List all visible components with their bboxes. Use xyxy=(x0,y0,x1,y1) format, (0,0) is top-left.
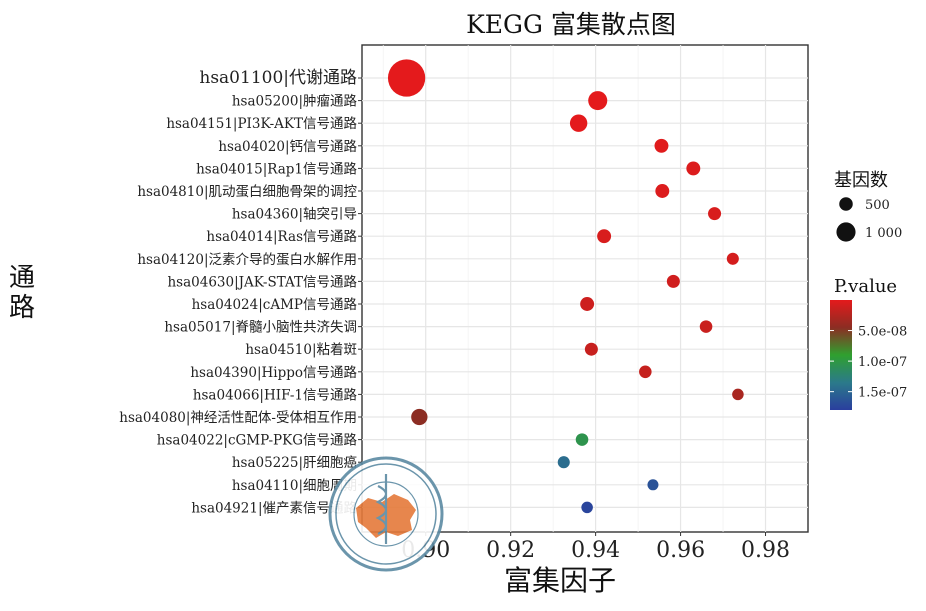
size-legend-label: 500 xyxy=(865,198,890,213)
y-tick-label: hsa04020|钙信号通路 xyxy=(218,139,357,155)
data-points xyxy=(387,59,744,514)
x-tick-labels: 0.900.920.940.960.98 xyxy=(401,532,790,563)
size-legend-title: 基因数 xyxy=(834,170,888,191)
data-point xyxy=(588,91,608,111)
y-tick-label: hsa05225|肝细胞癌 xyxy=(232,455,357,471)
y-tick-label: hsa04151|PI3K-AKT信号通路 xyxy=(166,116,357,132)
data-point xyxy=(584,342,598,356)
x-tick-label: 0.98 xyxy=(741,538,790,563)
data-point xyxy=(580,297,595,311)
data-point xyxy=(575,433,589,446)
x-axis-label: 富集因子 xyxy=(504,564,616,597)
data-point xyxy=(726,252,739,265)
y-tick-label: hsa04510|粘着斑 xyxy=(245,341,357,358)
size-legend-label: 1 000 xyxy=(865,226,902,241)
y-tick-label: hsa05017|脊髓小脑性共济失调 xyxy=(164,320,357,336)
y-tick-label: hsa04921|催产素信号通路 xyxy=(191,500,357,516)
data-point xyxy=(686,161,701,176)
x-tick-label: 0.96 xyxy=(656,538,705,563)
size-legend: 基因数 500 1 000 xyxy=(834,170,902,242)
y-tick-label: hsa04110|细胞周期 xyxy=(232,478,357,494)
color-legend-label: 1.0e-07 xyxy=(858,355,907,370)
chart-title: KEGG 富集散点图 xyxy=(466,10,676,39)
chinese-medical-association-seal xyxy=(328,456,444,572)
y-tick-label: hsa04360|轴突引导 xyxy=(232,207,357,223)
y-tick-label: hsa04120|泛素介导的蛋白水解作用 xyxy=(137,252,357,268)
size-legend-key xyxy=(836,222,856,242)
y-tick-label: hsa05200|肿瘤通路 xyxy=(232,93,358,110)
data-point xyxy=(411,408,428,426)
data-point xyxy=(708,207,722,221)
y-category-labels: hsa01100|代谢通路 hsa05200|肿瘤通路 hsa04151|PI3K-… xyxy=(119,68,362,516)
y-tick-label: hsa04015|Rap1信号通路 xyxy=(196,161,357,177)
data-point xyxy=(581,501,593,514)
color-legend-bar xyxy=(830,300,852,410)
color-legend-title: P.value xyxy=(834,276,897,297)
color-legend-label: 1.5e-07 xyxy=(858,386,907,401)
data-point xyxy=(666,274,680,288)
y-axis-label: 通路 xyxy=(9,263,35,323)
data-point xyxy=(569,114,588,132)
color-legend: P.value 5.0e-08 1.0e-07 1.5e-07 xyxy=(830,276,907,410)
color-legend-label: 5.0e-08 xyxy=(858,325,907,340)
data-point xyxy=(387,59,426,97)
data-point xyxy=(699,320,713,333)
data-point xyxy=(639,365,652,379)
x-tick-label: 0.92 xyxy=(486,538,535,563)
data-point xyxy=(597,229,612,244)
caduceus-icon xyxy=(375,474,388,544)
y-tick-label: hsa04390|Hippo信号通路 xyxy=(190,365,357,381)
data-point xyxy=(655,184,670,198)
y-tick-label: hsa04022|cGMP-PKG信号通路 xyxy=(157,433,358,449)
y-tick-label: hsa04014|Ras信号通路 xyxy=(206,229,357,245)
y-tick-label: hsa04630|JAK-STAT信号通路 xyxy=(167,274,357,290)
y-tick-label: hsa01100|代谢通路 xyxy=(199,68,357,88)
size-legend-key xyxy=(839,197,853,211)
y-tick-label: hsa04080|神经活性配体-受体相互作用 xyxy=(119,410,357,426)
grid-lines xyxy=(362,45,808,532)
data-point xyxy=(647,479,659,491)
y-tick-label: hsa04066|HIF-1信号通路 xyxy=(193,387,358,403)
data-point xyxy=(732,388,744,401)
y-tick-label: hsa04024|cAMP信号通路 xyxy=(192,297,358,313)
data-point xyxy=(654,138,669,153)
x-tick-label: 0.94 xyxy=(571,538,620,563)
data-point xyxy=(557,456,570,469)
y-tick-label: hsa04810|肌动蛋白细胞骨架的调控 xyxy=(137,184,357,200)
